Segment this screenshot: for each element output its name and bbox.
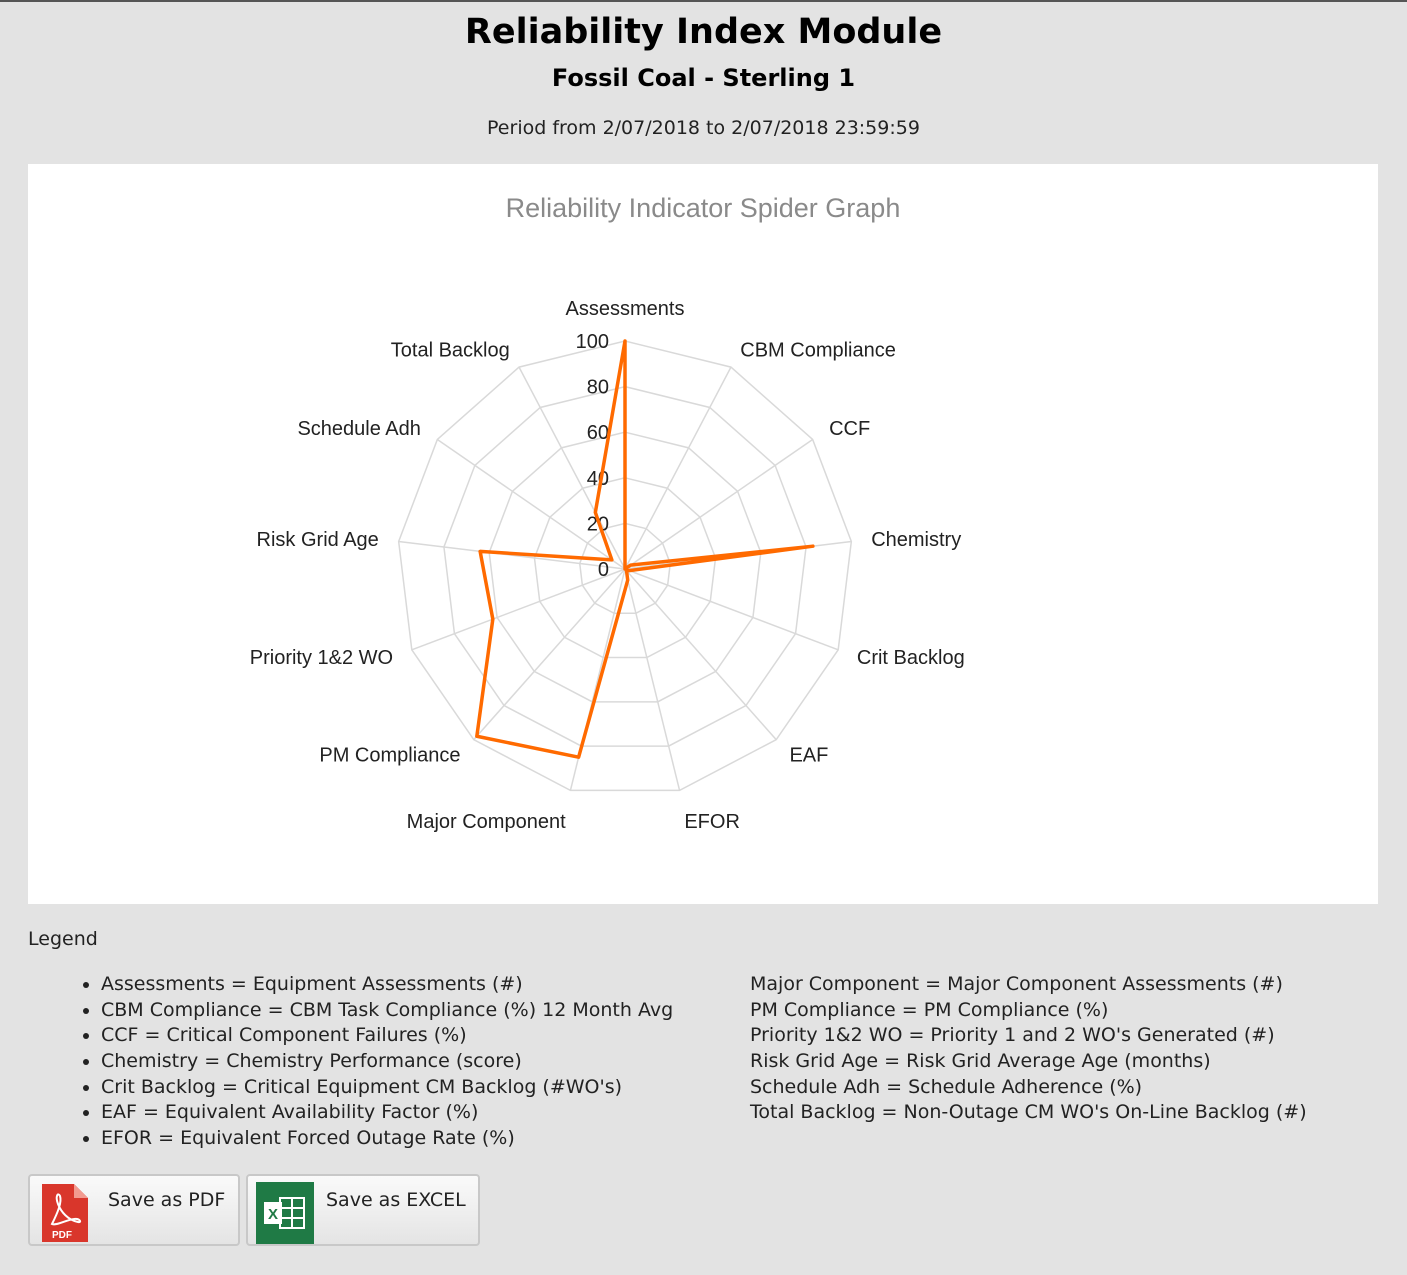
category-label: CBM Compliance xyxy=(740,339,896,361)
top-border xyxy=(0,0,1407,2)
category-label: CCF xyxy=(829,418,870,440)
save-as-excel-button[interactable]: X Save as EXCEL xyxy=(246,1174,480,1246)
grid-ring xyxy=(443,385,807,747)
save-as-pdf-button[interactable]: PDF Save as PDF xyxy=(28,1174,240,1246)
grid-ring xyxy=(397,340,853,792)
legend-item: Assessments = Equipment Assessments (#) xyxy=(101,972,673,998)
grid-spoke xyxy=(398,540,626,570)
save-as-pdf-label: Save as PDF xyxy=(108,1189,226,1211)
grid-ring xyxy=(488,431,762,703)
grid-spoke xyxy=(518,366,626,570)
legend-list-right: Major Component = Major Component Assess… xyxy=(750,972,1307,1126)
pdf-file-icon: PDF xyxy=(42,1184,88,1242)
grid-spoke xyxy=(624,438,814,570)
excel-file-icon: X xyxy=(256,1182,314,1244)
grid-spoke xyxy=(624,568,777,741)
chart-title: Reliability Indicator Spider Graph xyxy=(506,193,901,223)
page-title: Reliability Index Module xyxy=(464,12,943,52)
legend-item: Priority 1&2 WO = Priority 1 and 2 WO's … xyxy=(750,1024,1275,1047)
period-range: Period from 2/07/2018 to 2/07/2018 23:59… xyxy=(487,117,920,139)
spider-graph: Reliability Indicator Spider Graph 02040… xyxy=(250,193,965,833)
legend-item: Risk Grid Age = Risk Grid Average Age (m… xyxy=(750,1050,1211,1073)
legend-title: Legend xyxy=(28,928,98,950)
legend-list-left: Assessments = Equipment Assessments (#)C… xyxy=(101,972,673,1152)
grid-spoke xyxy=(624,568,839,651)
legend-item: CBM Compliance = CBM Task Compliance (%)… xyxy=(101,998,673,1024)
chart-panel: Reliability Indicator Spider Graph 0 20 40… xyxy=(28,164,1378,904)
page-subtitle: Fossil Coal - Sterling 1 xyxy=(551,64,856,92)
grid-spoke xyxy=(624,366,732,570)
legend-item: PM Compliance = PM Compliance (%) xyxy=(750,998,1109,1021)
radar-category-labels: Assessments CBM Compliance CCF Chemistry Cri… xyxy=(250,298,965,833)
grid-spoke xyxy=(436,438,626,570)
category-label: Risk Grid Age xyxy=(257,529,379,551)
grid-ring xyxy=(533,477,717,659)
legend-item: Total Backlog = Non-Outage CM WO's On-Li… xyxy=(750,1101,1307,1124)
save-as-excel-label: Save as EXCEL xyxy=(326,1189,466,1211)
legend-item: CCF = Critical Component Failures (%) xyxy=(101,1023,673,1049)
category-label: Major Component xyxy=(407,811,566,833)
category-label: PM Compliance xyxy=(319,745,460,767)
tick-label: 80 xyxy=(587,377,609,399)
legend-item: Major Component = Major Component Assess… xyxy=(750,973,1283,995)
category-label: Assessments xyxy=(566,298,685,320)
grid-spoke xyxy=(473,568,626,741)
grid-spoke xyxy=(411,568,626,651)
legend-item: Schedule Adh = Schedule Adherence (%) xyxy=(750,1075,1143,1098)
svg-text:X: X xyxy=(268,1206,278,1223)
legend-item: EAF = Equivalent Availability Factor (%) xyxy=(101,1100,673,1126)
svg-text:PDF: PDF xyxy=(52,1230,72,1241)
category-label: Crit Backlog xyxy=(857,647,965,669)
radar-series xyxy=(475,339,815,759)
tick-label: 100 xyxy=(576,331,609,353)
series-line xyxy=(475,339,815,759)
tick-label: 60 xyxy=(587,422,609,444)
legend-item: Crit Backlog = Critical Equipment CM Bac… xyxy=(101,1075,673,1101)
category-label: Schedule Adh xyxy=(297,418,420,440)
category-label: Chemistry xyxy=(871,529,961,551)
legend-item: Chemistry = Chemistry Performance (score… xyxy=(101,1049,673,1075)
grid-spoke xyxy=(624,568,681,791)
category-label: Total Backlog xyxy=(391,339,510,361)
tick-label: 40 xyxy=(587,468,609,490)
category-label: EAF xyxy=(789,745,828,767)
legend-item: EFOR = Equivalent Forced Outage Rate (%) xyxy=(101,1126,673,1152)
category-label: Priority 1&2 WO xyxy=(250,647,393,669)
grid-ring xyxy=(578,522,672,615)
category-label: EFOR xyxy=(684,811,740,833)
tick-label: 0 xyxy=(598,559,609,581)
